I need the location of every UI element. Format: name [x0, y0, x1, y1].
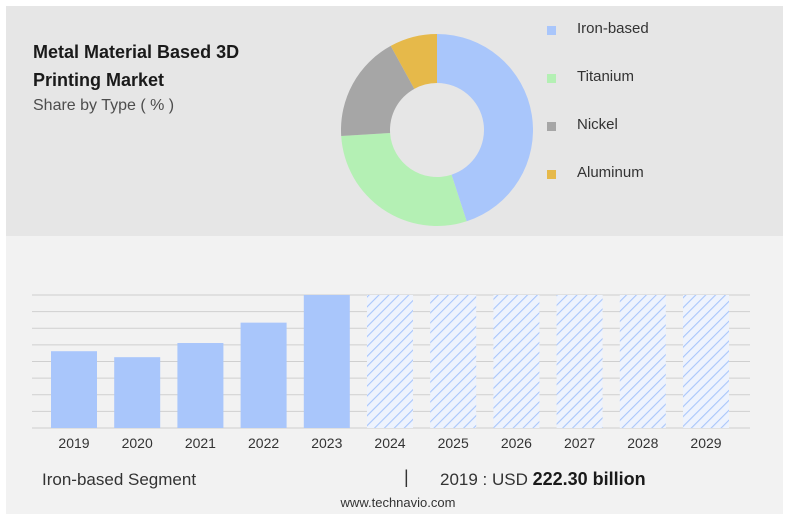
forecast-bar-2028: [619, 295, 666, 428]
segment-label: Iron-based Segment: [42, 470, 197, 489]
legend-label-aluminum: Aluminum: [577, 164, 644, 181]
segment-year-label: 2019 : USD: [440, 470, 528, 489]
x-tick-label: 2021: [185, 435, 216, 451]
x-tick-label: 2019: [58, 435, 89, 451]
x-tick-label: 2023: [311, 435, 342, 451]
legend-item-iron-based: Iron-based: [547, 20, 747, 40]
bar-2023: [303, 295, 350, 428]
legend-label-titanium: Titanium: [577, 68, 634, 85]
x-tick-label: 2025: [438, 435, 469, 451]
x-tick-label: 2029: [690, 435, 721, 451]
donut-slice-titanium: [341, 132, 467, 226]
forecast-bar-2029: [683, 295, 729, 428]
forecast-bar-2025: [430, 295, 477, 428]
x-tick-label: 2022: [248, 435, 279, 451]
donut-slice-nickel: [340, 45, 415, 137]
x-tick-label: 2027: [564, 435, 595, 451]
forecast-bar-2026: [493, 295, 540, 428]
legend-item-titanium: Titanium: [547, 68, 747, 88]
x-tick-label: 2028: [627, 435, 658, 451]
chart-title: Metal Material Based 3D Printing Market: [33, 42, 240, 90]
legend-swatch-iron-based: [547, 26, 556, 35]
x-tick-label: 2026: [501, 435, 532, 451]
legend-item-nickel: Nickel: [547, 116, 747, 136]
bar-2020: [114, 357, 161, 428]
segment-value: 222.30 billion: [532, 469, 646, 489]
legend-swatch-titanium: [547, 74, 556, 83]
bar-2019: [51, 351, 97, 428]
bar-2021: [177, 343, 224, 428]
segment-value-text: 2019 : USD 222.30 billion: [440, 469, 646, 490]
forecast-bar-2024: [367, 295, 413, 428]
donut-slice-aluminum: [390, 34, 437, 89]
x-tick-label: 2024: [374, 435, 405, 451]
legend-label-iron-based: Iron-based: [577, 20, 649, 37]
bar-2022: [240, 322, 287, 428]
x-tick-label: 2020: [122, 435, 153, 451]
forecast-bar-2027: [556, 295, 603, 428]
donut-slice-iron-based: [437, 34, 533, 222]
legend-label-nickel: Nickel: [577, 116, 618, 133]
legend-item-aluminum: Aluminum: [547, 164, 747, 184]
source-link[interactable]: www.technavio.com: [340, 495, 456, 510]
legend-swatch-nickel: [547, 122, 556, 131]
chart-subtitle: Share by Type ( % ): [33, 97, 175, 114]
legend-swatch-aluminum: [547, 170, 556, 179]
footer-separator: |: [404, 467, 409, 487]
